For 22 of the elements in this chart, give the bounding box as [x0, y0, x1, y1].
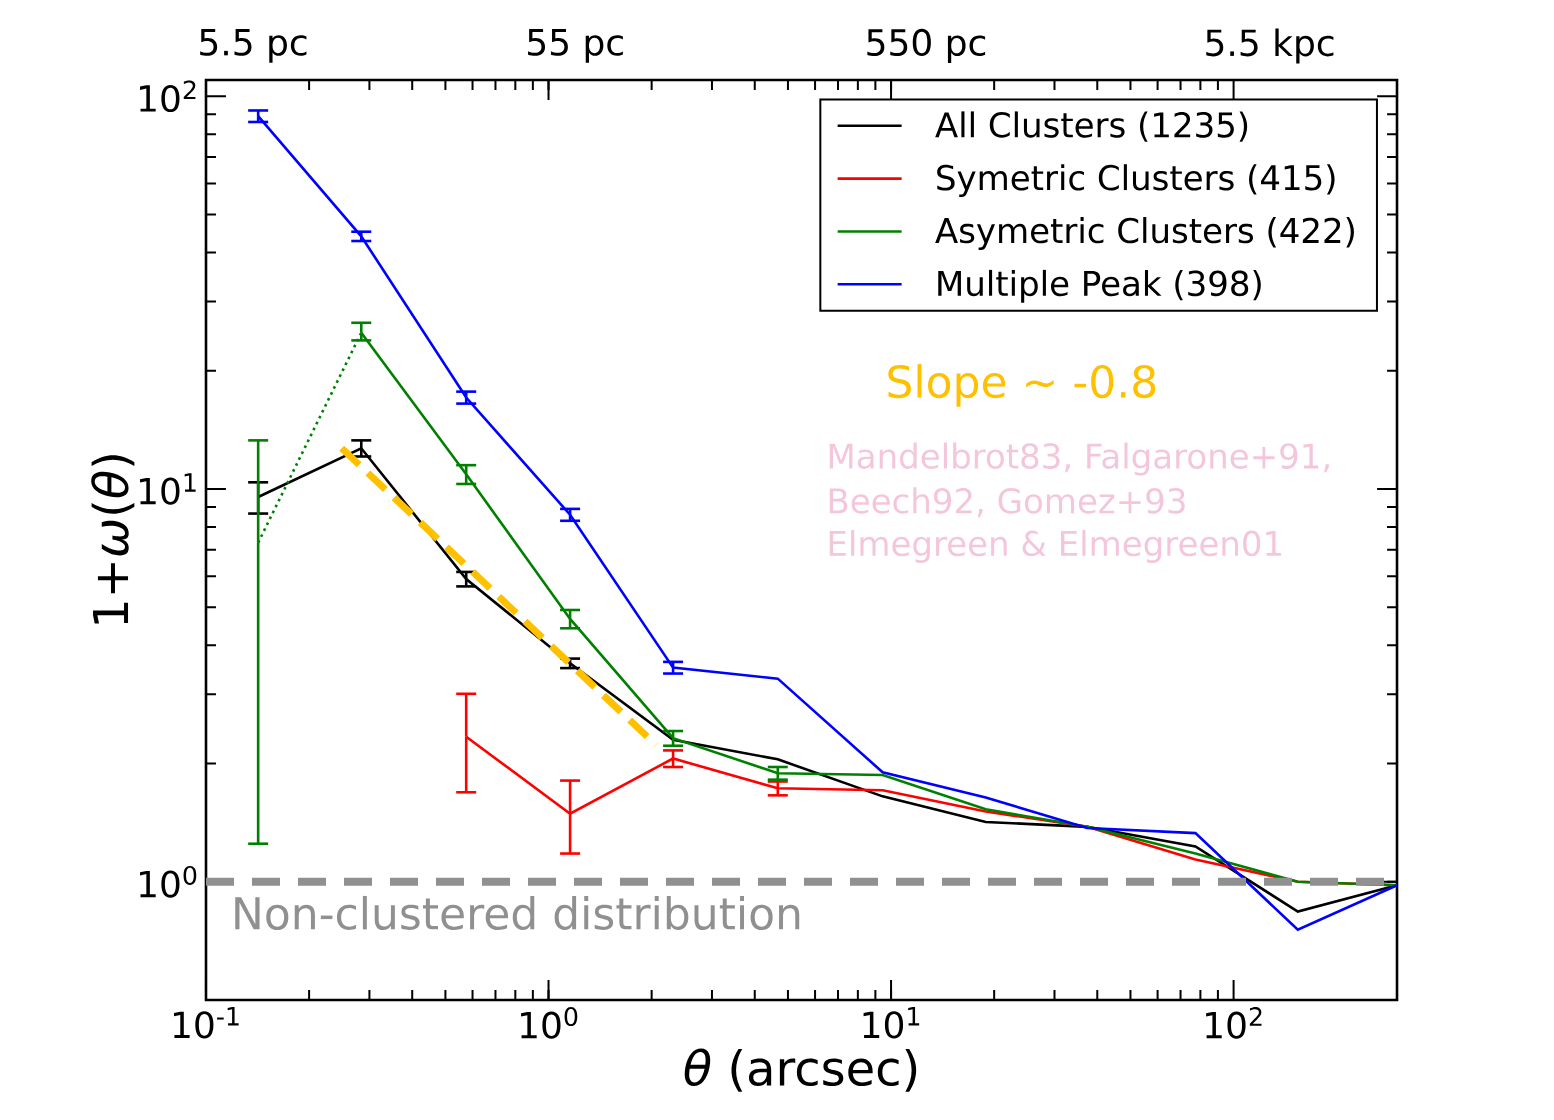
text: 55 pc [528, 29, 623, 63]
x-tick-label: 10$^{0}$ [521, 1007, 578, 1039]
x-axis-title: θ (arcsec) [684, 1048, 917, 1092]
text: 550 pc [867, 28, 986, 64]
legend-label: Symetric Clusters (415) [937, 164, 1335, 198]
x-tick-label: 10$^{-1}$ [173, 1007, 239, 1039]
x-tick-label: 10$^{2}$ [1206, 1007, 1262, 1039]
text: 5.5 pc [200, 29, 307, 63]
y-axis-title: 1+ω(θ) [91, 455, 135, 624]
y-tick-label: 10$^{0}$ [140, 865, 197, 898]
annotation: Slope ~ -0.8 [888, 364, 1156, 407]
legend-label: All Clusters (1235) [935, 111, 1248, 142]
annotation: Mandelbrot83, Falgarone+91, [829, 442, 1329, 476]
y-tick-label: 10$^{2}$ [140, 80, 196, 113]
x-tick-label: 10$^{1}$ [863, 1007, 920, 1039]
annotation: Elmegreen & Elmegreen01 [829, 529, 1282, 563]
text: 5.5 kpc [1206, 28, 1334, 64]
legend-label: Multiple Peak (398) [938, 269, 1261, 303]
annotation: Beech92, Gomez+93 [829, 487, 1185, 518]
y-tick-label: 10$^{1}$ [140, 473, 196, 505]
legend-label: Asymetric Clusters (422) [935, 217, 1354, 250]
ref-line-label: Non-clustered distribution [235, 895, 800, 930]
